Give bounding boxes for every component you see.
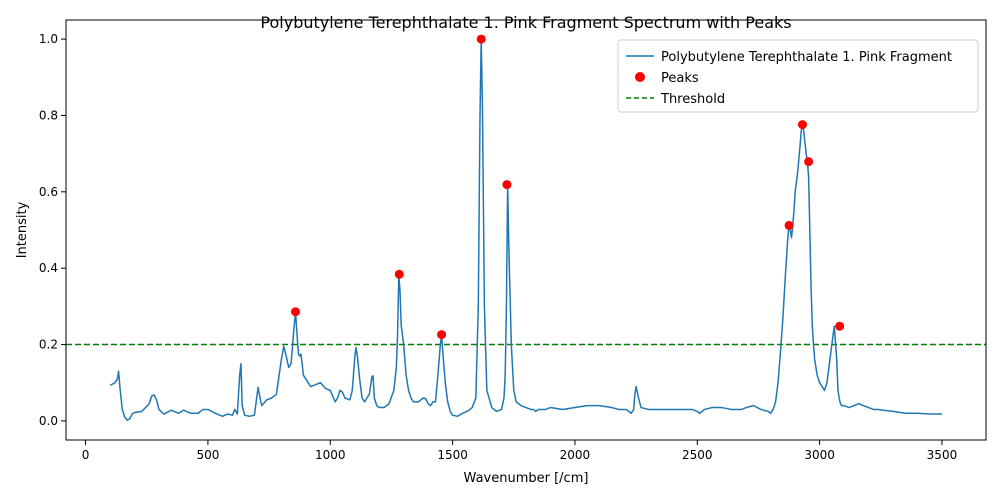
peak-marker: [784, 220, 794, 230]
y-axis-ticks: 0.0 0.2 0.4 0.6 0.8 1.0: [39, 32, 66, 428]
legend-peaks-label: Peaks: [661, 71, 699, 86]
peak-marker: [476, 34, 486, 44]
x-tick-label: 3500: [927, 448, 958, 462]
peak-marker: [804, 157, 814, 167]
x-axis-ticks: 0 500 1000 1500 2000 2500 3000 3500: [82, 440, 957, 462]
legend-peak-marker: [635, 72, 645, 82]
plot-frame: [65, 19, 987, 441]
y-tick-label: 0.4: [39, 261, 58, 275]
x-axis-label: Wavenumber [/cm]: [464, 471, 589, 486]
y-axis-label: Intensity: [15, 201, 30, 258]
x-tick-label: 1500: [437, 448, 468, 462]
y-tick-label: 0.6: [39, 185, 58, 199]
legend-series-label: Polybutylene Terephthalate 1. Pink Fragm…: [661, 50, 952, 65]
peak-marker: [835, 321, 845, 331]
peak-marker: [502, 180, 512, 190]
x-tick-label: 2500: [682, 448, 713, 462]
x-tick-label: 2000: [560, 448, 591, 462]
legend-box: [617, 39, 979, 113]
peak-marker: [394, 269, 404, 279]
y-tick-label: 0.0: [39, 414, 58, 428]
chart-title: Polybutylene Terephthalate 1. Pink Fragm…: [260, 13, 791, 32]
legend-threshold-label: Threshold: [660, 92, 725, 107]
y-tick-label: 1.0: [39, 32, 58, 46]
legend: Polybutylene Terephthalate 1. Pink Fragm…: [617, 39, 979, 113]
y-tick-label: 0.8: [39, 108, 58, 122]
peak-marker: [437, 330, 447, 340]
x-tick-label: 3000: [804, 448, 835, 462]
spectrum-line: [109, 38, 942, 421]
x-tick-label: 500: [196, 448, 219, 462]
peak-marker: [291, 307, 301, 317]
x-tick-label: 1000: [315, 448, 346, 462]
x-tick-label: 0: [82, 448, 90, 462]
peak-marker: [797, 120, 807, 130]
y-tick-label: 0.2: [39, 338, 58, 352]
